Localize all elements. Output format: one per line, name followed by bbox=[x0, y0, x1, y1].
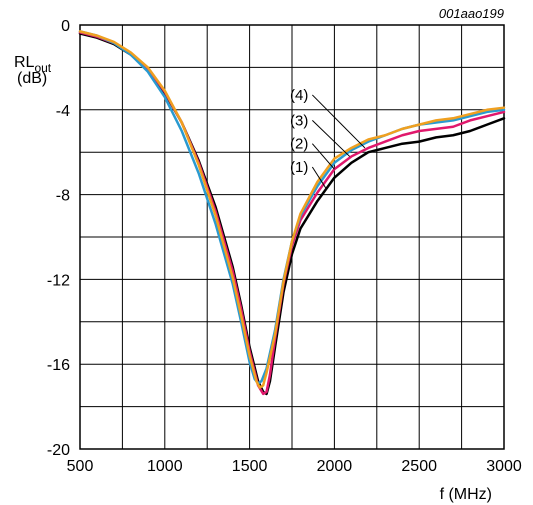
y-tick-labels: 0 -4 -8 -12 -16 -20 bbox=[47, 18, 70, 459]
curve-label: (4) bbox=[290, 87, 308, 104]
x-tick-label: 1500 bbox=[232, 458, 268, 475]
curve-label-leader bbox=[312, 120, 351, 157]
x-tick-label: 500 bbox=[67, 458, 94, 475]
x-tick-label: 3000 bbox=[486, 458, 522, 475]
y-tick-label: -12 bbox=[47, 272, 70, 289]
series-line-4 bbox=[78, 30, 506, 389]
curve-label-leader bbox=[311, 143, 335, 170]
curve-label-leader bbox=[311, 94, 366, 149]
y-axis-label-main: RL bbox=[14, 54, 35, 71]
x-tick-label: 2000 bbox=[317, 458, 353, 475]
x-tick-label: 2500 bbox=[401, 458, 437, 475]
y-tick-label: 0 bbox=[61, 18, 70, 35]
y-tick-label: -20 bbox=[47, 442, 70, 459]
y-axis-label-subscript: out bbox=[34, 61, 51, 75]
series-layer bbox=[78, 30, 506, 396]
y-axis-unit: (dB) bbox=[17, 70, 47, 87]
curve-label: (2) bbox=[290, 136, 308, 153]
y-tick-label: -16 bbox=[47, 357, 70, 374]
curve-label: (3) bbox=[290, 112, 308, 129]
y-tick-label: -4 bbox=[56, 103, 70, 120]
x-tick-labels: 500 1000 1500 2000 2500 3000 bbox=[67, 458, 522, 475]
y-axis-label: RLout bbox=[14, 54, 52, 75]
annotation-layer: (4) (3) (2) (1) bbox=[290, 87, 366, 189]
figure-code: 001aao199 bbox=[439, 6, 504, 21]
x-axis-label: f (MHz) bbox=[440, 486, 492, 503]
curve-label-leader bbox=[311, 166, 327, 189]
x-tick-label: 1000 bbox=[147, 458, 183, 475]
y-tick-label: -8 bbox=[56, 188, 70, 205]
plot-frame bbox=[79, 24, 505, 450]
curve-label: (1) bbox=[290, 159, 308, 176]
